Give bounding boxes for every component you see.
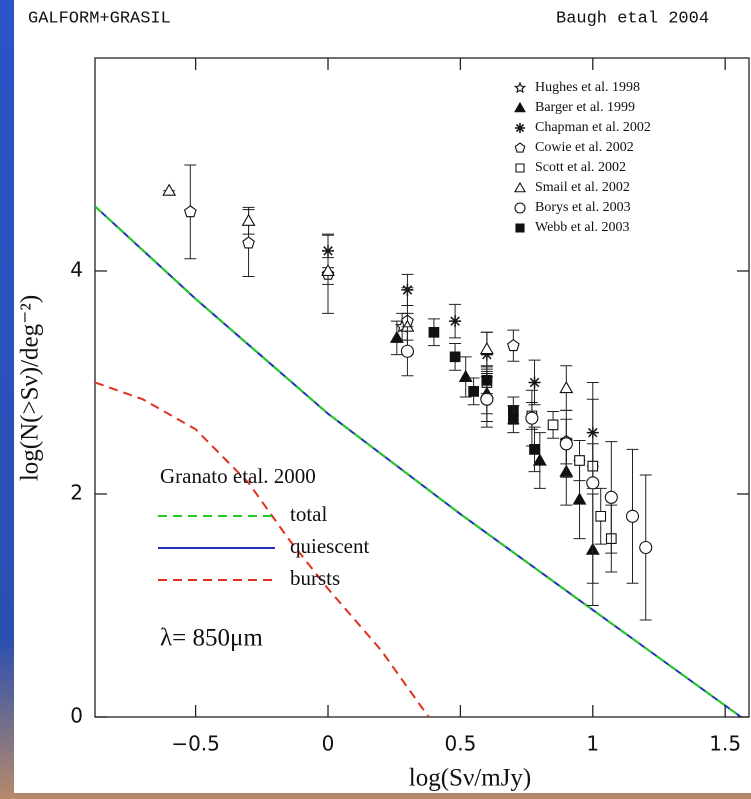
legend-label: Chapman et al. 2002: [535, 120, 651, 135]
marker: [559, 380, 574, 394]
marker: [162, 183, 177, 196]
marker: [428, 326, 440, 338]
header-left: GALFORM+GRASIL: [28, 9, 171, 28]
marker: [480, 392, 494, 406]
marker: [547, 419, 559, 431]
marker: [604, 490, 618, 504]
legend-label: Barger et al. 1999: [535, 100, 635, 115]
annotation: λ= 850μm: [160, 625, 263, 652]
marker: [532, 453, 547, 466]
legend-marker: [514, 101, 526, 113]
legend-label: quiescent: [290, 534, 369, 558]
marker: [639, 540, 653, 555]
marker: [389, 330, 404, 343]
header-right: Baugh etal 2004: [556, 9, 709, 28]
y-tick-label: 0: [70, 704, 83, 728]
marker: [468, 386, 479, 397]
marker: [506, 339, 520, 352]
plot-frame: [94, 57, 750, 718]
legend-marker: [515, 123, 525, 133]
legend-label: Cowie et al. 2002: [535, 140, 634, 155]
y-tick-label: 2: [70, 480, 83, 504]
marker: [586, 476, 600, 490]
legend-label: total: [290, 502, 327, 526]
legend-marker: [515, 223, 525, 233]
marker: [242, 236, 255, 249]
x-tick-label: 0.5: [444, 732, 476, 756]
x-tick-label: 1: [586, 732, 599, 756]
model-line: [95, 205, 742, 717]
model-line: [95, 381, 430, 717]
legend-label: bursts: [290, 566, 340, 590]
marker: [507, 413, 519, 425]
legend-label: Scott et al. 2002: [535, 160, 626, 175]
marker: [481, 374, 493, 386]
legend-marker: [515, 163, 525, 173]
marker: [525, 411, 539, 425]
lines-legend-title: Granato etal. 2000: [160, 464, 316, 488]
legend-label: Hughes et al. 1998: [535, 80, 640, 95]
marker: [449, 315, 462, 328]
legend-marker: [514, 202, 526, 214]
marker: [572, 492, 587, 505]
marker: [595, 510, 607, 522]
x-axis-label: log(Sν/mJy): [409, 765, 531, 792]
marker: [183, 205, 197, 218]
marker: [458, 369, 473, 382]
marker: [574, 455, 585, 466]
legend-marker: [513, 81, 527, 94]
marker: [241, 213, 256, 226]
y-tick-label: 4: [70, 257, 83, 281]
x-tick-label: 1.5: [709, 732, 741, 756]
panel: [14, 0, 751, 793]
legend-label: Smail et al. 2002: [535, 180, 630, 195]
marker: [321, 263, 335, 277]
y-axis-label: log(N(>Sν)/deg⁻²): [17, 295, 44, 481]
marker: [449, 351, 461, 363]
legend-label: Webb et al. 2003: [535, 220, 630, 235]
marker: [559, 437, 573, 451]
marker: [625, 509, 640, 523]
x-tick-label: −0.5: [171, 732, 220, 756]
legend-label: Borys et al. 2003: [535, 200, 631, 215]
marker: [400, 344, 414, 358]
marker: [479, 341, 494, 355]
x-tick-label: 0: [322, 732, 335, 756]
marker: [528, 376, 541, 389]
legend-marker: [514, 142, 526, 153]
plot-area: [95, 164, 742, 717]
marker: [529, 444, 540, 455]
legend-marker: [514, 181, 526, 193]
